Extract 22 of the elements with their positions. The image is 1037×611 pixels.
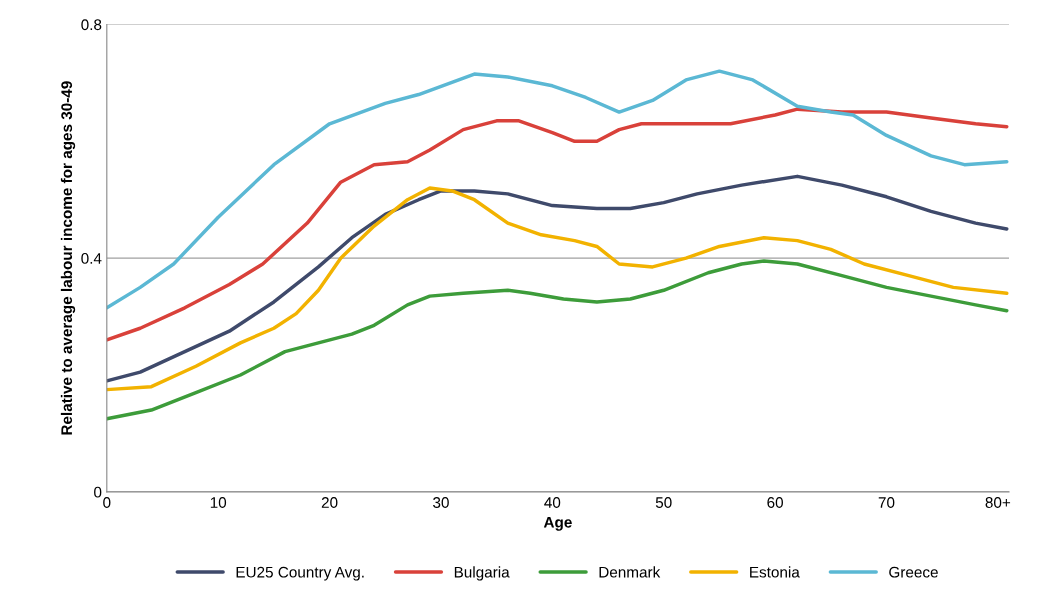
- x-tick-label: 70: [878, 497, 895, 508]
- x-tick-label: 30: [433, 497, 449, 508]
- y-tick-label: 0.8: [81, 19, 102, 31]
- line-series: [106, 107, 1009, 342]
- legend-label: Estonia: [750, 566, 800, 578]
- x-tick-label: 50: [655, 497, 672, 508]
- legend-label: Denmark: [599, 566, 661, 578]
- line-series: [106, 69, 1009, 310]
- x-tick-label: 80+: [985, 497, 1011, 508]
- x-tick-label: 60: [767, 497, 783, 508]
- line-series: [106, 259, 1009, 421]
- y-axis-title: Relative to average labour income for ages 30-49: [60, 81, 76, 435]
- x-tick-label: 10: [210, 497, 227, 508]
- legend-label: Bulgaria: [454, 566, 510, 581]
- x-axis-title: Age: [543, 517, 572, 531]
- x-tick-label: 0: [103, 497, 111, 508]
- legend-label: Greece: [889, 566, 938, 578]
- x-tick-label: 40: [544, 497, 561, 508]
- y-tick-label: 0: [94, 486, 102, 498]
- y-tick-label: 0.4: [81, 253, 102, 264]
- x-tick-label: 20: [321, 497, 338, 508]
- legend-label: EU25 Country Avg.: [236, 566, 364, 581]
